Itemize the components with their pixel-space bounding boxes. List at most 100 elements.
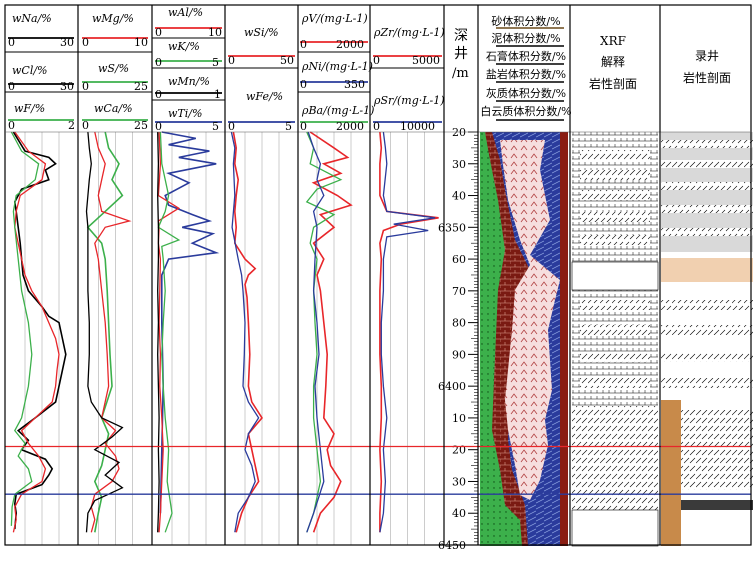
track6-scale1-min: 0 [373, 54, 380, 67]
depth-tick-label: 30 [452, 158, 466, 171]
track2-scale2-label: wS/% [98, 62, 129, 75]
depth-tick-label: 90 [452, 348, 466, 361]
xrf-title-2: 解释 [601, 55, 625, 69]
track5-scale3-max: 2000 [336, 120, 364, 133]
track5-series-green [305, 131, 343, 533]
track3-scale3-max: 1 [214, 88, 221, 101]
depth-label-1: 深 [454, 28, 468, 44]
fraction-header-4: 盐岩体积分数/% [486, 67, 566, 81]
track5-scale2-min: 0 [300, 78, 307, 91]
track2-scale3-max: 25 [134, 119, 148, 132]
fraction-header-1: 砂体积分数/% [491, 14, 560, 28]
track6-scale2-max: 10000 [400, 120, 435, 133]
track6-series-blue [379, 131, 436, 533]
fraction-panel [480, 132, 568, 546]
track1-scale1-label: wNa/% [12, 12, 52, 25]
track6-scale1-max: 5000 [412, 54, 440, 67]
track3-scale4-min: 0 [155, 120, 162, 133]
depth-tick-label: 40 [452, 190, 466, 203]
track3-scale4-max: 5 [212, 120, 219, 133]
mudlog-title-1: 录井 [695, 49, 719, 63]
track2-scale1-min: 0 [82, 36, 89, 49]
depth-tick-label: 70 [452, 285, 466, 298]
track3-series-green [157, 131, 181, 533]
track3-scale3-label: wMn/% [168, 75, 210, 88]
track4-scale2-min: 0 [228, 120, 235, 133]
track1-scale3-label: wF/% [14, 102, 45, 115]
track2-scale1-label: wMg/% [92, 12, 134, 25]
track2-scale2-min: 0 [82, 80, 89, 93]
depth-tick-label: 40 [452, 507, 466, 520]
depth-tick-label: 6350 [438, 221, 466, 234]
track5-scale1-label: ρV/(mg·L-1) [301, 12, 368, 25]
frames [4, 4, 752, 546]
track3-scale2-label: wK/% [168, 40, 200, 53]
track5-scale2-max: 350 [344, 78, 365, 91]
xrf-title-1: XRF [600, 34, 626, 48]
depth-tick-label: 20 [452, 444, 466, 457]
track1-scale3-max: 2 [68, 119, 75, 132]
track4-scale2-max: 5 [285, 120, 292, 133]
fraction-header-5: 灰质体积分数/% [486, 86, 566, 100]
track5-scale2-label: ρNi/(mg·L-1) [301, 60, 373, 73]
track6-scale2-label: ρSr/(mg·L-1) [373, 94, 445, 107]
track2-scale2-max: 25 [134, 80, 148, 93]
fraction-header-6: 白云质体积分数/% [480, 104, 571, 118]
track3-series-blue [159, 131, 220, 514]
track6-scale1-label: ρZr/(mg·L-1) [373, 26, 445, 39]
mudlog-title-2: 岩性剖面 [683, 70, 731, 85]
track1-scale2-min: 0 [8, 80, 15, 93]
track1-scale2-max: 30 [60, 80, 74, 93]
track3-scale1-label: wAl/% [168, 6, 203, 19]
track3-scale1-min: 0 [155, 26, 162, 39]
track4-series-red [232, 131, 263, 533]
track1-scale2-label: wCl/% [12, 64, 48, 77]
track1-series-green [10, 131, 40, 526]
fraction-header-3: 石膏体积分数/% [486, 49, 566, 63]
track4-scale1-min: 0 [228, 54, 235, 67]
track1-scale3-min: 0 [8, 119, 15, 132]
log-curves [10, 131, 439, 545]
track2-scale3-label: wCa/% [94, 102, 133, 115]
track5-scale3-min: 0 [300, 120, 307, 133]
track4-series-blue [230, 131, 260, 533]
mudlog-lithology-column [661, 132, 753, 546]
depth-tick-label: 20 [452, 126, 466, 139]
depth-tick-label: 6400 [438, 380, 466, 393]
depth-tick-label: 30 [452, 475, 466, 488]
track6-series-red [379, 131, 439, 533]
track2-series-black [85, 131, 124, 533]
track1-series-red [12, 131, 60, 533]
track3-scale3-min: 0 [155, 88, 162, 101]
fraction-header-2: 泥体积分数/% [491, 31, 560, 45]
track5-scale1-min: 0 [300, 38, 307, 51]
depth-tick-label: 80 [452, 317, 466, 330]
track-headers: wNa/% 0 30 wCl/% 0 30 wF/% 0 2 wMg/% 0 1… [8, 6, 731, 133]
track3-series-black [157, 131, 160, 533]
track3-scale1-max: 10 [208, 26, 222, 39]
track1-scale1-min: 0 [8, 36, 15, 49]
track2-scale3-min: 0 [82, 119, 89, 132]
track2-series-red [90, 131, 132, 533]
depth-label-3: /m [452, 66, 469, 81]
xrf-lithology-column [571, 132, 659, 547]
reference-lines [5, 445, 751, 495]
track5-series-red [309, 131, 353, 533]
track1-scale1-max: 30 [60, 36, 74, 49]
track3-scale4-label: wTi/% [168, 107, 202, 120]
track5-scale1-max: 2000 [336, 38, 364, 51]
depth-tick-label: 10 [452, 412, 466, 425]
track4-scale1-max: 50 [280, 54, 294, 67]
depth-tick-label: 60 [452, 253, 466, 266]
track3-series-red [157, 131, 181, 533]
xrf-title-3: 岩性剖面 [589, 76, 637, 91]
depth-label-2: 井 [454, 46, 468, 62]
track2-scale1-max: 10 [134, 36, 148, 49]
track4-scale1-label: wSi/% [244, 26, 279, 39]
track4-scale2-label: wFe/% [246, 90, 283, 103]
track6-scale2-min: 0 [373, 120, 380, 133]
track2-series-green [86, 131, 124, 533]
track5-series-blue [306, 131, 325, 533]
track3-scale2-min: 0 [155, 56, 162, 69]
